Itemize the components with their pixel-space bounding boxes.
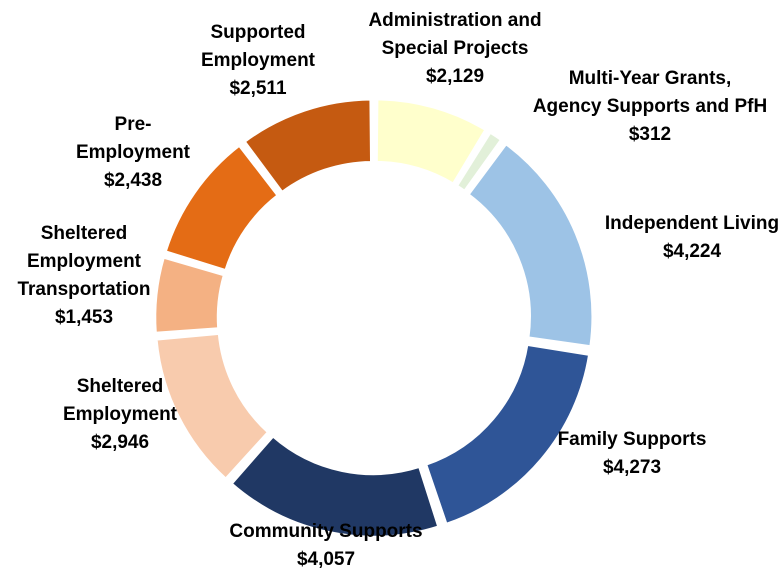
slice-sheltered-employment-transportation <box>153 255 226 335</box>
slice-value-label: $2,129 <box>426 66 484 87</box>
slice-name-label: Employment <box>201 50 316 71</box>
slice-label: Family Supports $4,273 <box>558 429 707 478</box>
slice-name-label: Supported <box>211 22 306 43</box>
slice-name-label: Sheltered <box>77 376 164 397</box>
slice-value-label: $312 <box>629 124 671 145</box>
slice-value-label: $2,511 <box>229 78 286 99</box>
slice-label: Independent Living $4,224 <box>605 213 779 262</box>
slice-family-supports <box>424 343 591 526</box>
slice-label: Community Supports $4,057 <box>229 521 422 570</box>
slice-name-label: Community Supports <box>229 521 422 542</box>
slice-name-label: Sheltered <box>41 223 128 244</box>
slice-name-label: Family Supports <box>558 429 707 450</box>
slice-name-label: Transportation <box>17 279 150 300</box>
slice-name-label: Employment <box>76 142 191 163</box>
slice-name-label: Administration and <box>368 10 541 31</box>
slice-administration-and-special-projects <box>375 97 488 186</box>
slice-name-label: Multi-Year Grants, <box>569 68 732 89</box>
donut-slices <box>153 97 594 539</box>
slice-independent-living <box>466 142 594 348</box>
slice-labels: Administration and Special Projects $2,129… <box>17 10 779 570</box>
slice-value-label: $4,224 <box>663 241 722 262</box>
slice-label: Sheltered Employment Transportation $1,453 <box>17 223 150 328</box>
slice-value-label: $4,273 <box>603 457 661 478</box>
slice-label: Supported Employment $2,511 <box>201 22 316 99</box>
slice-pre-employment <box>163 143 280 272</box>
slice-label: Administration and Special Projects $2,129 <box>368 10 541 87</box>
slice-name-label: Employment <box>27 251 142 272</box>
slice-sheltered-employment <box>154 332 270 481</box>
slice-label: Multi-Year Grants, Agency Supports and Pf… <box>533 68 767 145</box>
slice-name-label: Special Projects <box>382 38 529 59</box>
slice-supported-employment <box>242 97 373 194</box>
slice-label: Pre- Employment $2,438 <box>76 114 191 191</box>
slice-value-label: $1,453 <box>55 307 113 328</box>
slice-value-label: $2,946 <box>91 432 149 453</box>
slice-name-label: Pre- <box>115 114 152 135</box>
slice-value-label: $4,057 <box>297 549 355 570</box>
slice-label: Sheltered Employment $2,946 <box>63 376 178 453</box>
slice-community-supports <box>229 434 441 539</box>
slice-value-label: $2,438 <box>104 170 162 191</box>
slice-name-label: Employment <box>63 404 178 425</box>
slice-name-label: Independent Living <box>605 213 779 234</box>
slice-name-label: Agency Supports and PfH <box>533 96 767 117</box>
slice-multi-year-grants-agency-supports-and-pfh <box>455 130 503 193</box>
